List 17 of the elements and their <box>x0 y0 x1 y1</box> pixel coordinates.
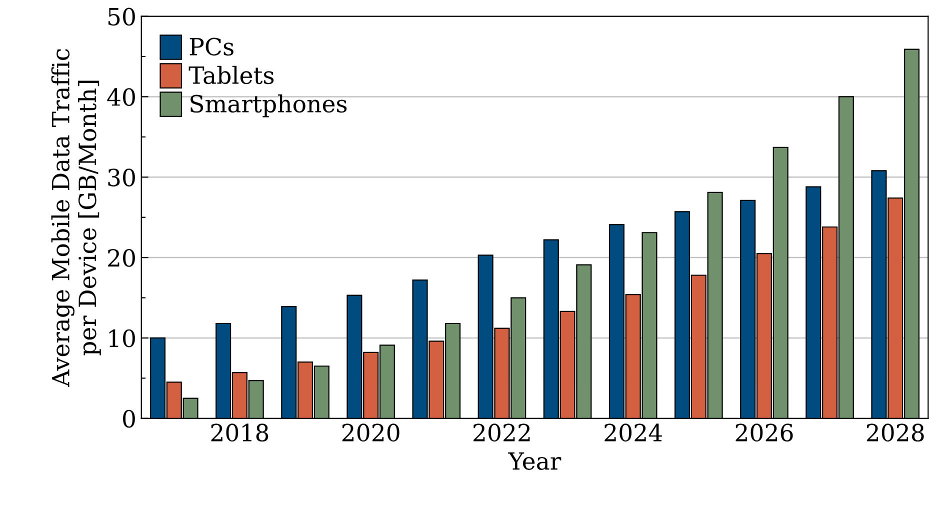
y-tick-label: 20 <box>108 249 135 267</box>
x-tick-label: 2020 <box>342 424 400 442</box>
y-axis-title: Average Mobile Data Traffic per Device [GB/Month] <box>51 48 101 387</box>
legend-label: Tablets <box>188 66 274 84</box>
y-tick-label: 50 <box>108 8 135 26</box>
legend-label: PCs <box>190 38 234 56</box>
x-tick-label: 2022 <box>474 424 530 442</box>
x-tick-label: 2018 <box>211 424 268 442</box>
x-tick-label: 2024 <box>604 424 662 442</box>
x-axis-title: Year <box>508 452 562 470</box>
legend-label: Smartphones <box>190 94 347 118</box>
y-tick-label: 0 <box>123 410 135 428</box>
y-tick-label: 30 <box>108 168 135 186</box>
x-tick-label: 2026 <box>736 424 793 442</box>
y-tick-label: 40 <box>107 88 135 106</box>
x-tick-label: 2028 <box>866 424 924 442</box>
y-tick-label: 10 <box>109 329 135 348</box>
